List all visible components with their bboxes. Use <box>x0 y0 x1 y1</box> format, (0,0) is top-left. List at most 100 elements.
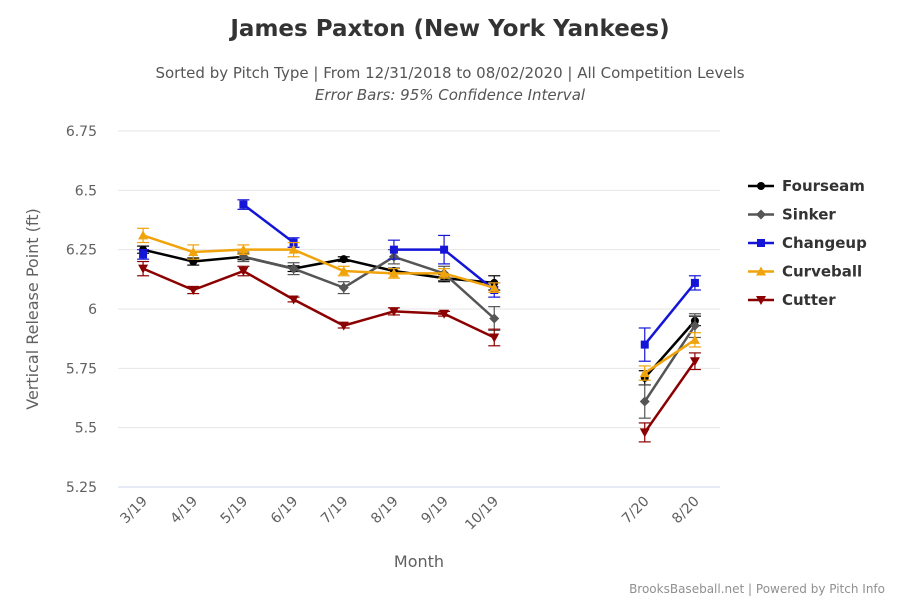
series-line-changeup <box>643 282 696 346</box>
series-line-fourseam <box>193 255 244 263</box>
legend-marker <box>756 266 766 276</box>
x-tick-label: 4/19 <box>168 494 202 528</box>
data-point-changeup <box>640 340 649 349</box>
data-point-cutter <box>439 309 450 319</box>
x-tick-label: 8/20 <box>669 494 703 528</box>
data-point-curveball <box>439 268 450 278</box>
credit-text: BrooksBaseball.net | Powered by Pitch In… <box>629 582 885 596</box>
data-point-curveball <box>288 244 299 254</box>
series-line-cutter <box>293 298 345 327</box>
legend-item-fourseam: Fourseam <box>748 177 865 195</box>
y-tick-label: 6.75 <box>66 124 97 140</box>
x-tick-label: 5/19 <box>218 494 252 528</box>
x-tick-label: 6/19 <box>268 494 302 528</box>
series-line-curveball <box>644 338 696 375</box>
chart-title: James Paxton (New York Yankees) <box>228 16 669 42</box>
y-tick-label: 6.5 <box>75 183 97 199</box>
data-point-fourseam <box>339 255 348 264</box>
x-axis-ticks: 3/19 4/19 5/19 6/19 7/19 8/19 9/19 10/19 7/20 8/2… <box>117 494 702 534</box>
y-tick-label: 5.25 <box>66 480 97 496</box>
data-point-cutter <box>138 264 149 274</box>
data-point-cutter <box>388 307 399 317</box>
data-point-curveball <box>338 266 349 276</box>
legend-marker <box>757 239 765 247</box>
gridlines <box>118 130 720 429</box>
series-line-curveball <box>142 234 194 254</box>
data-point-sinker <box>639 396 650 407</box>
legend-label: Cutter <box>782 291 836 309</box>
chart-subtitle-error-bars: Error Bars: 95% Confidence Interval <box>315 86 586 104</box>
series-sinker <box>237 249 701 419</box>
series-line-cutter <box>343 310 395 327</box>
legend: Fourseam Sinker Changeup Curveball Cutter <box>748 177 867 309</box>
series-line-fourseam <box>343 257 395 273</box>
data-point-changeup <box>440 245 449 254</box>
series-line-changeup <box>443 248 496 291</box>
series-line-sinker <box>643 324 696 403</box>
legend-item-sinker: Sinker <box>748 206 836 224</box>
series-line-curveball <box>193 248 244 254</box>
series-line-curveball <box>443 272 495 289</box>
y-tick-label: 5.5 <box>75 421 97 437</box>
y-tick-label: 5.75 <box>66 361 97 377</box>
data-point-curveball <box>238 244 249 254</box>
legend-item-curveball: Curveball <box>748 263 862 281</box>
x-tick-label: 7/19 <box>318 494 352 528</box>
data-point-sinker <box>338 282 349 293</box>
data-point-sinker <box>489 313 500 324</box>
data-point-changeup <box>389 245 398 254</box>
legend-marker <box>757 182 765 190</box>
series-line-curveball <box>343 269 394 275</box>
series-line-cutter <box>142 267 194 292</box>
x-tick-label: 7/20 <box>619 494 653 528</box>
x-tick-label: 10/19 <box>462 494 502 534</box>
data-point-cutter <box>238 267 249 277</box>
data-point-cutter <box>338 321 349 331</box>
data-point-curveball <box>689 334 700 344</box>
series-line-fourseam <box>293 257 344 270</box>
legend-marker <box>756 209 766 220</box>
series-line-sinker <box>393 255 445 275</box>
series-line-cutter <box>443 312 495 339</box>
data-point-changeup <box>690 278 699 287</box>
data-point-curveball <box>188 247 199 257</box>
y-axis-ticks: 5.25 5.5 5.75 6 6.25 6.5 6.75 <box>66 124 97 496</box>
legend-item-changeup: Changeup <box>748 234 867 252</box>
series-line-cutter <box>393 310 445 315</box>
series-cutter <box>137 260 701 443</box>
x-tick-label: 8/19 <box>368 494 402 528</box>
data-point-sinker <box>689 320 700 331</box>
series-changeup <box>137 199 701 362</box>
data-point-curveball <box>388 268 399 278</box>
data-point-cutter <box>188 286 199 296</box>
data-point-cutter <box>689 357 700 367</box>
series-line-sinker <box>243 255 294 270</box>
series-line-cutter <box>242 269 295 301</box>
data-point-cutter <box>288 295 299 305</box>
series-curveball <box>137 227 701 381</box>
legend-label: Fourseam <box>782 177 865 195</box>
legend-label: Sinker <box>782 206 836 224</box>
data-point-curveball <box>138 230 149 240</box>
series-line-cutter <box>192 269 244 292</box>
series-line-sinker <box>293 267 345 289</box>
series-line-sinker <box>443 272 496 320</box>
x-tick-label: 9/19 <box>418 494 452 528</box>
y-axis-title: Vertical Release Point (ft) <box>23 208 42 410</box>
series-line-fourseam <box>142 248 194 263</box>
chart-subtitle: Sorted by Pitch Type | From 12/31/2018 t… <box>155 64 744 82</box>
data-point-curveball <box>489 282 500 292</box>
y-tick-label: 6.25 <box>66 243 97 259</box>
series-fourseam <box>137 245 701 386</box>
data-point-sinker <box>288 263 299 274</box>
series-line-cutter <box>643 360 696 434</box>
data-point-changeup <box>239 200 248 209</box>
data-point-cutter <box>489 333 500 343</box>
legend-label: Changeup <box>782 234 867 252</box>
series-layer <box>137 199 701 443</box>
data-point-cutter <box>639 428 650 438</box>
x-tick-label: 3/19 <box>117 494 151 528</box>
data-point-curveball <box>639 368 650 378</box>
x-axis-title: Month <box>394 552 444 571</box>
